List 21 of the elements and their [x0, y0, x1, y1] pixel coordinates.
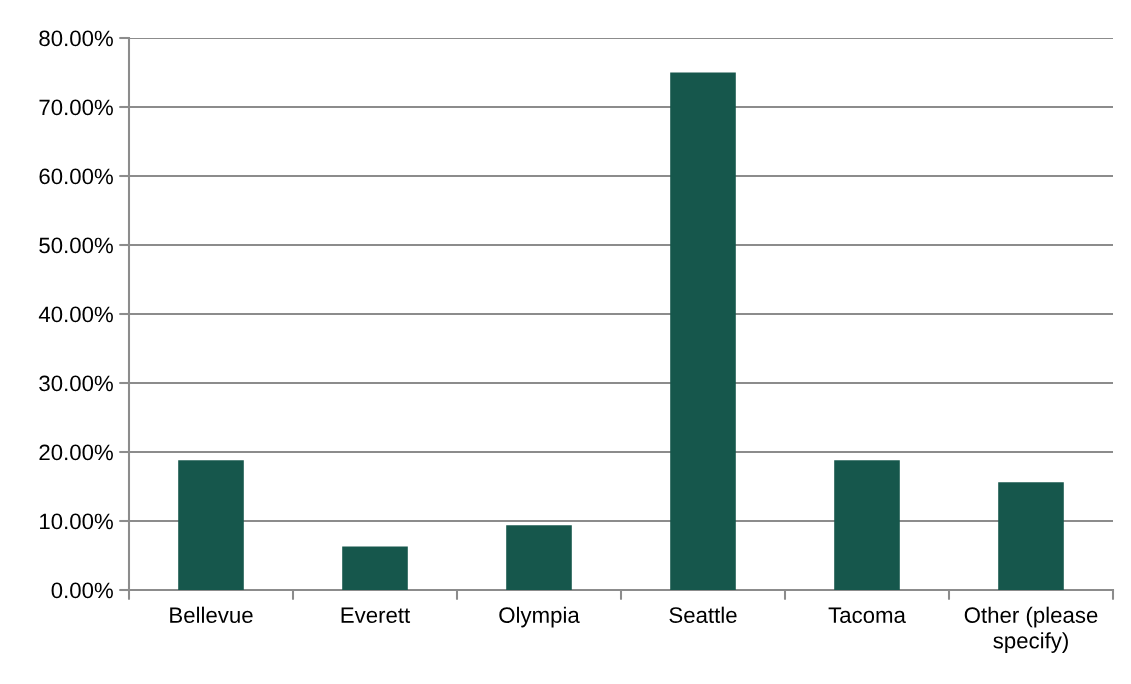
bar [506, 525, 572, 590]
y-tick-label: 20.00% [39, 444, 113, 461]
y-tick-label: 60.00% [39, 168, 113, 185]
bar [834, 460, 900, 590]
bar [670, 72, 736, 590]
x-tick-label: Everett [341, 607, 411, 623]
y-tick-label: 30.00% [39, 375, 113, 392]
x-tick-label: Olympia [499, 606, 580, 628]
y-tick-label: 10.00% [40, 513, 113, 530]
y-tick-label: 0.00% [51, 582, 113, 599]
bar [998, 482, 1064, 590]
x-tick-label: Bellevue [170, 606, 253, 623]
bar [342, 546, 408, 590]
x-tick-label: Seattle [669, 606, 737, 623]
y-tick-label: 40.00% [38, 306, 113, 323]
y-tick-label: 80.00% [39, 30, 113, 47]
y-tick-label: 50.00% [39, 237, 113, 254]
x-tick-label: Other (please specify) [964, 606, 1098, 653]
x-tick-label: Tacoma [828, 607, 906, 623]
bar [178, 460, 244, 590]
y-tick-label: 70.00% [39, 99, 113, 116]
